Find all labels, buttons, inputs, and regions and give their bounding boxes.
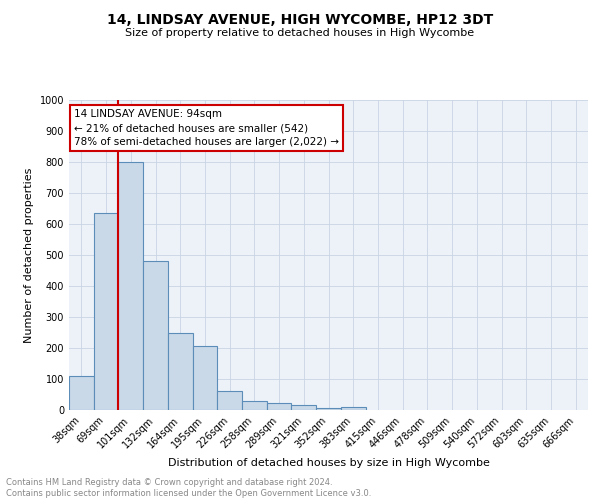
- Bar: [143, 261, 168, 410]
- Text: 14 LINDSAY AVENUE: 94sqm
← 21% of detached houses are smaller (542)
78% of semi-: 14 LINDSAY AVENUE: 94sqm ← 21% of detach…: [74, 110, 339, 148]
- Bar: [94, 213, 118, 410]
- Bar: [292, 406, 316, 410]
- Y-axis label: Number of detached properties: Number of detached properties: [24, 168, 34, 342]
- Bar: [168, 332, 193, 410]
- Bar: [267, 403, 292, 410]
- Text: 14, LINDSAY AVENUE, HIGH WYCOMBE, HP12 3DT: 14, LINDSAY AVENUE, HIGH WYCOMBE, HP12 3…: [107, 12, 493, 26]
- Bar: [193, 346, 217, 410]
- Bar: [69, 376, 94, 410]
- Text: Size of property relative to detached houses in High Wycombe: Size of property relative to detached ho…: [125, 28, 475, 38]
- Text: Contains HM Land Registry data © Crown copyright and database right 2024.
Contai: Contains HM Land Registry data © Crown c…: [6, 478, 371, 498]
- Bar: [217, 392, 242, 410]
- X-axis label: Distribution of detached houses by size in High Wycombe: Distribution of detached houses by size …: [167, 458, 490, 468]
- Bar: [118, 162, 143, 410]
- Bar: [316, 408, 341, 410]
- Bar: [341, 407, 365, 410]
- Bar: [242, 402, 267, 410]
